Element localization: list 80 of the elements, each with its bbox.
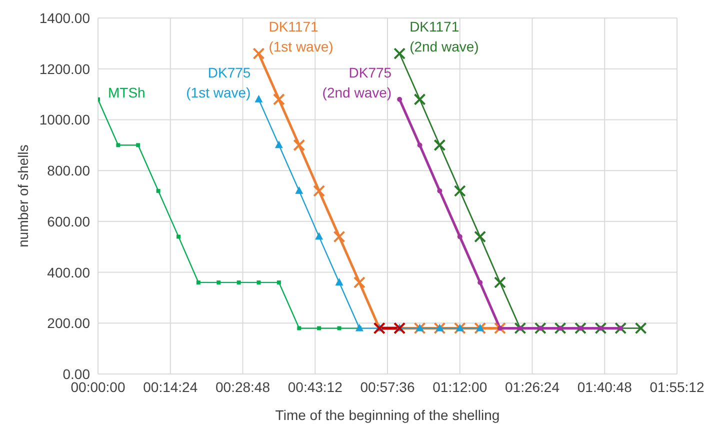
point <box>274 140 283 148</box>
y-tick-label: 1400.00 <box>39 10 90 26</box>
point <box>293 139 306 152</box>
point <box>476 324 484 332</box>
x-tick-label: 00:14:24 <box>143 378 198 395</box>
x-tick-label: 01:40:48 <box>577 378 632 395</box>
series-label: MTSh <box>108 84 146 100</box>
point <box>558 326 563 331</box>
point <box>538 326 543 331</box>
point <box>578 326 583 331</box>
point <box>436 324 444 332</box>
point <box>416 324 424 332</box>
point <box>454 184 466 197</box>
point <box>594 322 607 334</box>
point <box>355 324 364 332</box>
point <box>494 322 506 334</box>
point <box>176 234 181 239</box>
point <box>394 48 406 60</box>
point <box>216 280 221 284</box>
point <box>397 96 402 102</box>
series-label: DK1171 (2nd wave) <box>410 18 479 55</box>
x-axis-title: Time of the beginning of the shelling <box>275 407 500 423</box>
x-tick-label: 01:26:24 <box>505 378 560 395</box>
point <box>457 234 462 240</box>
point <box>474 322 486 334</box>
series-label: DK775 (2nd wave) <box>322 64 392 100</box>
point <box>618 326 624 331</box>
y-tick-label: 200.00 <box>47 315 90 332</box>
point <box>335 278 344 286</box>
point <box>252 48 265 60</box>
x-tick-label: 01:12:00 <box>432 378 488 395</box>
point <box>116 143 120 148</box>
point <box>317 326 322 330</box>
point <box>454 322 466 334</box>
point <box>196 280 200 284</box>
point <box>494 276 506 288</box>
point <box>478 280 483 285</box>
x-tick-label: 00:57:36 <box>360 378 415 395</box>
point <box>315 232 324 240</box>
series-label: DK775 (1st wave) <box>186 64 251 100</box>
point <box>156 188 160 193</box>
point <box>272 93 285 106</box>
y-tick-label: 1000.00 <box>39 112 90 128</box>
y-tick-label: 800.00 <box>47 162 90 179</box>
point <box>295 186 304 194</box>
point <box>456 324 464 332</box>
point <box>353 276 366 288</box>
point <box>614 322 627 334</box>
point <box>414 322 426 334</box>
point <box>574 322 586 334</box>
y-tick-label: 600.00 <box>47 213 90 230</box>
point <box>514 322 526 334</box>
y-tick-label: 400.00 <box>47 264 90 280</box>
point <box>417 142 422 148</box>
point <box>598 326 604 331</box>
point <box>297 326 302 330</box>
point <box>518 326 523 331</box>
point <box>554 322 566 334</box>
series-label: DK1171 (1st wave) <box>268 18 334 55</box>
point <box>337 326 342 330</box>
point <box>236 280 241 284</box>
point <box>256 280 261 284</box>
point <box>333 230 346 243</box>
point <box>414 93 426 106</box>
point <box>254 94 263 102</box>
point <box>434 139 446 152</box>
x-tick-label: 00:28:48 <box>216 378 270 395</box>
y-tick-label: 1200.00 <box>39 60 90 77</box>
point <box>136 143 140 148</box>
point <box>497 326 502 331</box>
point <box>634 322 647 334</box>
point <box>313 184 326 197</box>
x-tick-label: 01:55:12 <box>650 378 704 395</box>
x-tick-label: 00:43:12 <box>288 378 343 395</box>
y-axis-title: number of shells <box>14 144 31 248</box>
point <box>437 188 442 194</box>
point <box>276 280 281 284</box>
point <box>434 322 446 334</box>
point <box>474 230 486 243</box>
point <box>534 322 546 334</box>
